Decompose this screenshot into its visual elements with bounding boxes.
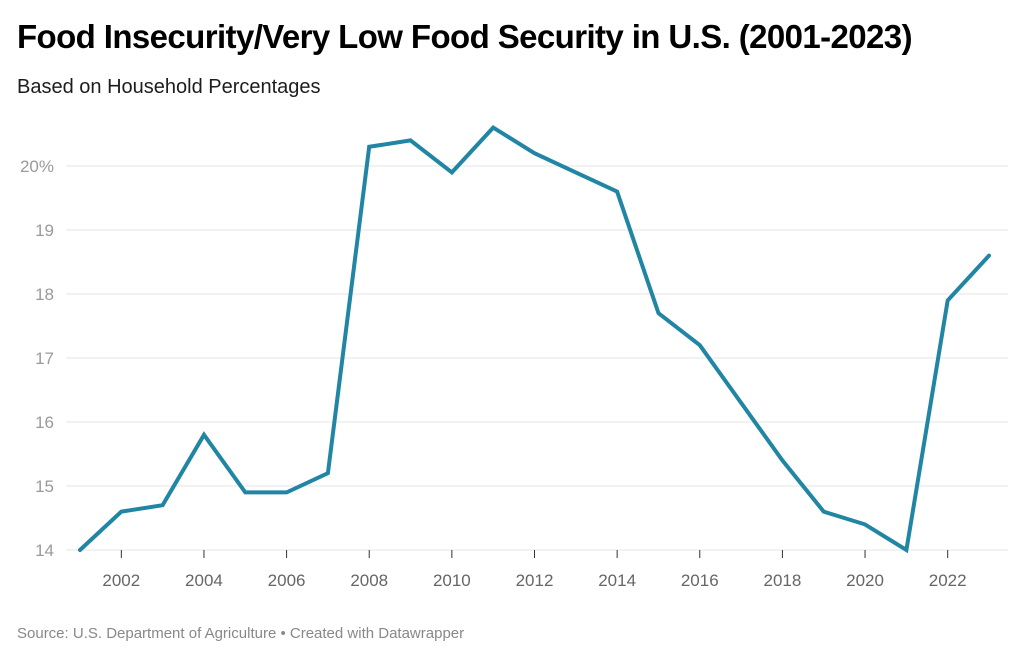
data-point xyxy=(491,126,495,130)
data-point xyxy=(946,298,950,302)
data-point xyxy=(904,548,908,552)
data-point xyxy=(367,145,371,149)
data-point xyxy=(78,548,82,552)
data-point xyxy=(698,343,702,347)
data-point xyxy=(574,170,578,174)
y-tick-label: 20% xyxy=(20,157,54,176)
y-tick-label: 17 xyxy=(35,349,54,368)
x-tick-label: 2016 xyxy=(681,571,719,590)
y-tick-label: 19 xyxy=(35,221,54,240)
data-point xyxy=(409,138,413,142)
data-point xyxy=(202,433,206,437)
data-point xyxy=(780,458,784,462)
data-point xyxy=(615,190,619,194)
data-point xyxy=(656,311,660,315)
chart-title: Food Insecurity/Very Low Food Security i… xyxy=(17,18,913,55)
x-tick-label: 2020 xyxy=(846,571,884,590)
data-point xyxy=(987,254,991,258)
y-tick-label: 15 xyxy=(35,477,54,496)
data-point xyxy=(285,490,289,494)
data-point xyxy=(533,151,537,155)
x-tick-label: 2004 xyxy=(185,571,223,590)
x-tick-label: 2008 xyxy=(350,571,388,590)
source-footer: Source: U.S. Department of Agriculture •… xyxy=(17,625,465,642)
series-group xyxy=(78,125,991,554)
x-tick-label: 2012 xyxy=(516,571,554,590)
data-point xyxy=(450,170,454,174)
x-tick-label: 2014 xyxy=(598,571,636,590)
data-point xyxy=(243,490,247,494)
x-tick-label: 2006 xyxy=(268,571,306,590)
data-point xyxy=(326,471,330,475)
data-point xyxy=(161,503,165,507)
y-tick-label: 16 xyxy=(35,413,54,432)
x-axis: 2002 2004 2006 2008 2010 2012 2014 2016 2018 2020… xyxy=(102,550,967,590)
chart-subtitle: Based on Household Percentages xyxy=(17,76,321,98)
y-tick-label: 14 xyxy=(35,541,54,560)
data-point xyxy=(739,401,743,405)
data-point xyxy=(822,510,826,514)
x-tick-label: 2022 xyxy=(929,571,967,590)
data-point xyxy=(119,510,123,514)
y-axis: 14 15 16 17 18 19 20% xyxy=(20,157,54,560)
data-point xyxy=(863,522,867,526)
x-tick-label: 2010 xyxy=(433,571,471,590)
x-tick-label: 2018 xyxy=(763,571,801,590)
y-tick-label: 18 xyxy=(35,285,54,304)
gridlines xyxy=(66,165,1008,551)
x-tick-label: 2002 xyxy=(102,571,140,590)
series-line xyxy=(78,125,991,554)
